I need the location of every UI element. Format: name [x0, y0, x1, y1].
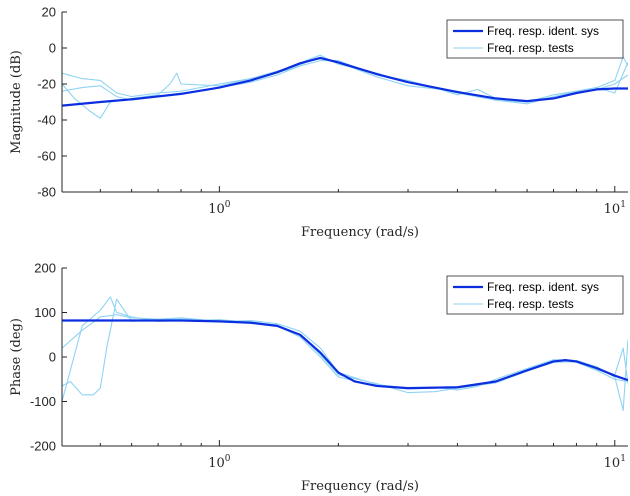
magnitude-y-tick-label: -20	[37, 77, 56, 92]
magnitude-y-tick-label: 0	[49, 41, 56, 56]
phase-ident-line	[62, 319, 628, 390]
phase-x-axis-title: Frequency (rad/s)	[301, 479, 419, 494]
magnitude-plot: 20 0 -20 -40 -60 -80 100 101 Frequency (rad/s) Ma…	[9, 5, 628, 240]
magnitude-legend: Freq. resp. ident. sys Freq. resp. tests	[446, 19, 624, 59]
phase-legend: Freq. resp. ident. sys Freq. resp. tests	[446, 275, 624, 315]
phase-x-tick-label: 100	[208, 454, 231, 471]
magnitude-y-tick-label: 20	[42, 5, 56, 20]
phase-legend-box	[446, 275, 624, 315]
magnitude-x-tick-exponent: 0	[225, 200, 231, 210]
phase-y-tick-label: 0	[49, 350, 56, 365]
phase-y-tick-label: -100	[30, 394, 56, 409]
magnitude-x-axis-title: Frequency (rad/s)	[301, 225, 419, 240]
magnitude-x-tick-exponent: 1	[620, 200, 626, 210]
phase-x-tick-label: 101	[604, 454, 626, 471]
magnitude-y-axis-title: Magnitude (dB)	[9, 50, 24, 154]
phase-x-tick-exponent: 1	[620, 454, 626, 464]
phase-y-axis-title: Phase (deg)	[9, 318, 24, 396]
phase-y-tick-label: 200	[34, 261, 56, 276]
phase-y-tick-label: 100	[34, 305, 56, 320]
magnitude-ident-line	[62, 56, 628, 107]
magnitude-legend-label: Freq. resp. tests	[487, 41, 574, 55]
phase-x-tick-exponent: 0	[225, 454, 231, 464]
phase-legend-label: Freq. resp. tests	[487, 297, 574, 311]
magnitude-x-tick-label: 101	[604, 200, 626, 217]
phase-legend-label: Freq. resp. ident. sys	[487, 280, 599, 294]
magnitude-y-tick-label: -80	[37, 185, 56, 200]
magnitude-x-tick-label: 100	[208, 200, 231, 217]
magnitude-legend-label: Freq. resp. ident. sys	[487, 24, 599, 38]
magnitude-legend-box	[446, 19, 624, 59]
phase-y-tick-label: -200	[30, 439, 56, 454]
magnitude-y-tick-label: -40	[37, 113, 56, 128]
magnitude-y-tick-label: -60	[37, 149, 56, 164]
